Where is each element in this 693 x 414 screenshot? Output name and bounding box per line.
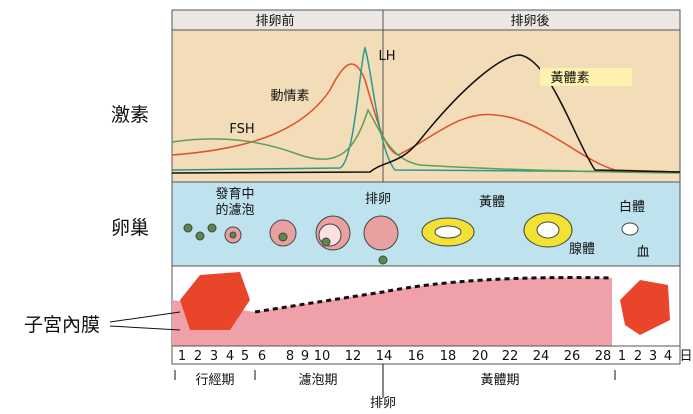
hormones-row-label: 激素	[111, 104, 149, 126]
endometrium-row-label: 子宮內膜	[24, 314, 100, 336]
day-label: 2	[634, 349, 642, 364]
day-label: 1	[178, 349, 186, 364]
day-unit: 日	[679, 349, 692, 364]
day-label: 4	[664, 349, 672, 364]
header-before: 排卵前	[255, 13, 294, 29]
phase-ticks	[175, 364, 615, 398]
day-label: 12	[345, 349, 362, 364]
day-label: 3	[210, 349, 218, 364]
day-label: 18	[440, 349, 457, 364]
fsh-label: FSH	[229, 122, 254, 137]
corpus-albicans-label: 白體	[619, 199, 645, 215]
hormone-panel	[172, 30, 680, 182]
header-band	[172, 10, 680, 30]
day-label: 3	[649, 349, 657, 364]
day-label: 2	[194, 349, 202, 364]
day-label: 8	[286, 349, 294, 364]
progesterone-label: 黃體素	[550, 71, 589, 86]
lh-label: LH	[378, 49, 395, 64]
day-label: 1	[618, 349, 626, 364]
blood-label: 血	[636, 245, 649, 260]
day-label: 20	[472, 349, 489, 364]
glands-label: 腺體	[569, 242, 595, 257]
day-label: 10	[314, 349, 331, 364]
luteal-phase: 黃體期	[480, 373, 519, 388]
day-label: 26	[564, 349, 581, 364]
day-label: 9	[301, 349, 309, 364]
pointer-lines	[110, 312, 180, 330]
diagram: 排卵前 排卵後 動情素 LH FSH 黃體素 發育中 的濾泡 排卵 黃體 白體 …	[0, 0, 693, 410]
follicle-label-1: 發育中	[215, 186, 254, 202]
header-after: 排卵後	[510, 14, 549, 29]
day-label: 4	[226, 349, 234, 364]
ovulation-label: 排卵	[365, 192, 391, 207]
follicle-label-2: 的濾泡	[215, 202, 254, 218]
follicular-phase: 濾泡期	[298, 373, 337, 388]
estrogen-label: 動情素	[270, 89, 309, 104]
day-label: 16	[408, 349, 425, 364]
day-label: 24	[533, 349, 550, 364]
corpus-luteum-label: 黃體	[479, 195, 505, 210]
day-label: 14	[376, 349, 393, 364]
day-label: 22	[502, 349, 519, 364]
day-label: 5	[241, 349, 249, 364]
day-label: 28	[595, 349, 612, 364]
menstrual-phase: 行經期	[195, 373, 234, 388]
ovary-row-label: 卵巢	[111, 217, 149, 239]
day-label: 6	[258, 349, 266, 364]
ovulation-marker: 排卵	[370, 396, 396, 410]
